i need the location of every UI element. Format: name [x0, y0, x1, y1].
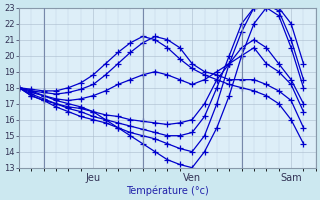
- X-axis label: Température (°c): Température (°c): [126, 185, 209, 196]
